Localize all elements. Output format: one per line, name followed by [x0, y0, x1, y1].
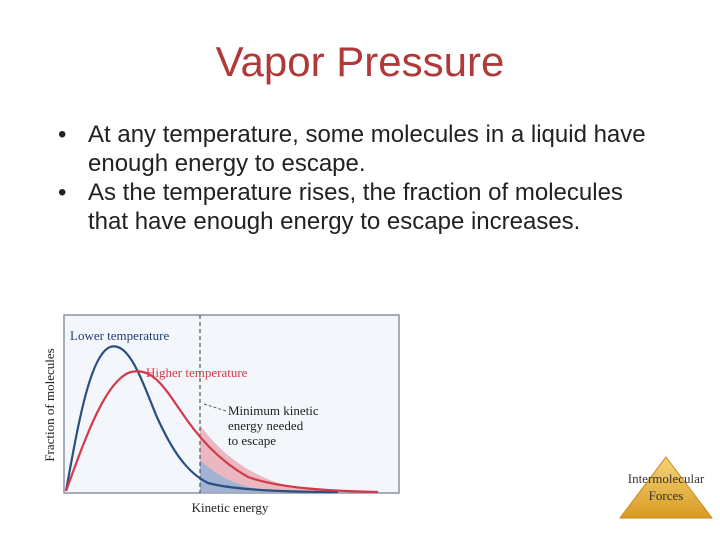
bullet-dot: • [58, 179, 67, 206]
badge-line-1: Intermolecular [627, 471, 705, 486]
bullet-item: • At any temperature, some molecules in a… [58, 120, 658, 178]
bullet-list: • At any temperature, some molecules in a… [58, 120, 658, 236]
bullet-dot: • [58, 121, 67, 148]
bullet-item: • As the temperature rises, the fraction … [58, 178, 658, 236]
energy-distribution-figure: Fraction of molecules Kinetic energy Low… [42, 314, 400, 515]
slide-title: Vapor Pressure [215, 38, 505, 85]
higher-temperature-label: Higher temperature [146, 365, 248, 380]
lower-temp-tail-area [200, 460, 338, 492]
badge-line-2: Forces [648, 488, 684, 503]
badge-label: Intermolecular Forces [610, 470, 720, 504]
bullet-text: As the temperature rises, the fraction o… [88, 179, 623, 235]
bullet-text: At any temperature, some molecules in a … [88, 121, 646, 177]
intermolecular-forces-badge [618, 456, 714, 519]
x-axis-label: Kinetic energy [192, 500, 269, 515]
threshold-pointer [203, 403, 227, 412]
higher-temperature-curve [64, 370, 379, 494]
lower-temperature-curve [64, 345, 339, 494]
threshold-label-line-1: Minimum kinetic [228, 403, 319, 418]
triangle-icon [618, 456, 714, 519]
y-axis-label: Fraction of molecules [42, 348, 57, 461]
threshold-label-line-3: to escape [228, 433, 276, 448]
lower-temperature-label: Lower temperature [70, 328, 169, 343]
threshold-label-line-2: energy needed [228, 418, 304, 433]
